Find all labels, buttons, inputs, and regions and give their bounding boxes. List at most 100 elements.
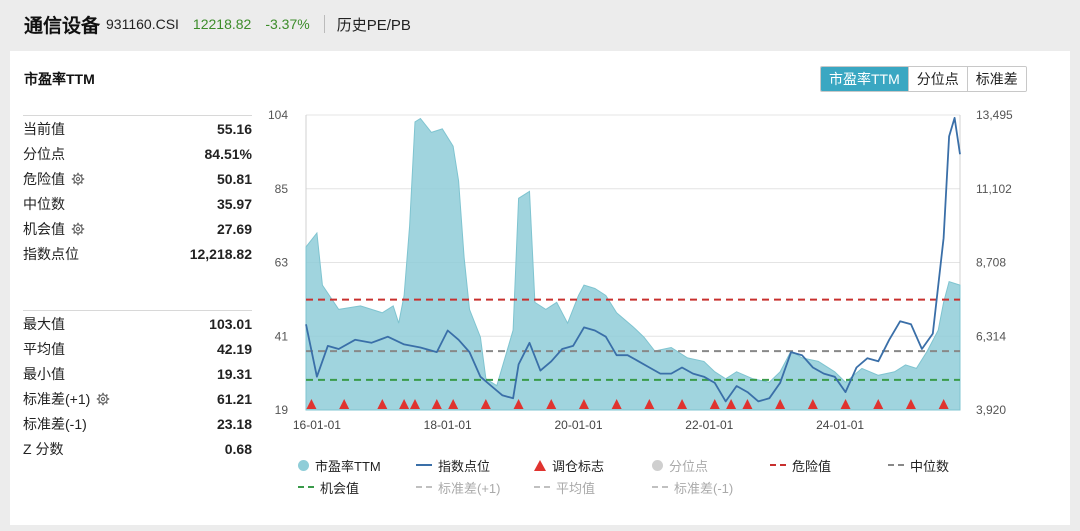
rebalance-marker [840, 399, 851, 409]
legend-swatch [770, 464, 786, 466]
index-name: 通信设备 [24, 15, 101, 37]
legend-item[interactable]: 调仓标志 [534, 456, 652, 475]
stat-label: 标准差(+1) [23, 390, 91, 407]
legend-swatch [534, 459, 546, 471]
legend-item[interactable]: 标准差(-1) [652, 478, 770, 497]
rebalance-marker [709, 399, 720, 409]
stat-label: 分位点 [23, 145, 65, 162]
stat-label: 最小值 [23, 365, 65, 382]
stat-row-median: 中位数 35.97 [23, 191, 252, 216]
legend-label: 调仓标志 [552, 458, 605, 474]
legend-label: 标准差(+1) [438, 480, 501, 496]
stat-value: 0.68 [224, 440, 252, 457]
stat-value: 84.51% [204, 145, 252, 162]
stat-row-std-minus: 标准差(-1) 23.18 [23, 411, 252, 436]
stat-row-max: 最大值 103.01 [23, 311, 252, 336]
stat-value: 55.16 [216, 120, 252, 137]
legend-label: 标准差(-1) [674, 480, 734, 496]
legend-swatch [652, 459, 663, 471]
rebalance-marker [339, 399, 350, 409]
stat-label: 最大值 [23, 315, 65, 332]
rebalance-marker [611, 399, 622, 409]
legend-row: 机会值 标准差(+1) 平均值 标准差(-1) [298, 476, 1068, 498]
y-right-tick: 3,920 [976, 403, 1006, 417]
y-left-tick: 104 [268, 108, 288, 122]
y-left-tick: 85 [275, 182, 289, 196]
rebalance-marker [546, 399, 557, 409]
rebalance-marker [513, 399, 524, 409]
stat-row-opportunity: 机会值 27.69 [23, 216, 252, 241]
stat-value: 12,218.82 [189, 245, 252, 262]
stat-value: 19.31 [216, 365, 252, 382]
y-right-tick: 6,314 [976, 329, 1006, 343]
tab-std-dev[interactable]: 标准差 [966, 67, 1026, 91]
x-tick: 22-01-01 [685, 418, 733, 432]
legend-label: 平均值 [556, 480, 596, 496]
stats-current: 当前值 55.16 分位点 84.51% 危险值 50.81 中位数 35.97… [23, 115, 252, 266]
stat-label-wrap: 标准差(+1) [23, 389, 110, 409]
index-change: -3.37% [265, 16, 310, 32]
y-left-tick: 19 [275, 403, 289, 417]
history-pe-pb-link[interactable]: 历史PE/PB [336, 16, 411, 34]
stat-value: 103.01 [209, 315, 252, 332]
x-tick: 20-01-01 [554, 418, 602, 432]
legend-item[interactable]: 机会值 [298, 478, 416, 497]
panel-title: 市盈率TTM [24, 71, 95, 87]
legend-item[interactable]: 标准差(+1) [416, 478, 534, 497]
legend-item[interactable]: 中位数 [888, 456, 1006, 475]
stat-value: 61.21 [216, 390, 252, 407]
legend-item[interactable]: 分位点 [652, 456, 770, 475]
legend-label: 市盈率TTM [315, 458, 381, 474]
stats-distribution: 最大值 103.01 平均值 42.19 最小值 19.31 标准差(+1) 6… [23, 310, 252, 461]
rebalance-marker [742, 399, 753, 409]
stat-label: 标准差(-1) [23, 415, 87, 432]
stat-value: 50.81 [216, 170, 252, 187]
stat-label-wrap: 危险值 [23, 169, 85, 189]
stat-row-percentile: 分位点 84.51% [23, 141, 252, 166]
y-right-tick: 8,708 [976, 256, 1006, 270]
gear-icon[interactable] [71, 222, 85, 236]
legend-item[interactable]: 危险值 [770, 456, 888, 475]
stat-value: 27.69 [216, 220, 252, 237]
rebalance-marker [306, 399, 317, 409]
rebalance-marker [726, 399, 737, 409]
rebalance-marker [480, 399, 491, 409]
y-left-tick: 63 [275, 256, 289, 270]
index-line [305, 117, 961, 403]
rebalance-marker [677, 399, 688, 409]
rebalance-marker [938, 399, 949, 409]
tab-pe-ttm[interactable]: 市盈率TTM [821, 67, 908, 91]
y-right-tick: 11,102 [976, 182, 1012, 196]
legend-label: 危险值 [792, 458, 832, 474]
rebalance-marker [873, 399, 884, 409]
stat-label: Z 分数 [23, 440, 64, 457]
y-right-tick: 13,495 [976, 108, 1013, 122]
legend-swatch [888, 464, 904, 466]
page-header: 通信设备 931160.CSI 12218.82 -3.37% 历史PE/PB [0, 0, 1080, 48]
gear-icon[interactable] [71, 172, 85, 186]
pe-chart: 104 85 63 41 19 13,495 11,102 8,708 6,314 3,920 16… [268, 108, 1013, 432]
stat-label: 危险值 [23, 170, 65, 187]
tab-percentile[interactable]: 分位点 [907, 67, 967, 91]
legend-item[interactable]: 平均值 [534, 478, 652, 497]
stat-label-wrap: 机会值 [23, 219, 85, 239]
legend-item[interactable]: 指数点位 [416, 456, 534, 475]
index-code: 931160.CSI [106, 16, 179, 32]
stat-value: 42.19 [216, 340, 252, 357]
legend-swatch [652, 486, 668, 488]
stat-row-z-score: Z 分数 0.68 [23, 436, 252, 461]
legend-item[interactable]: 市盈率TTM [298, 456, 416, 475]
rebalance-marker [410, 399, 420, 409]
stat-row-min: 最小值 19.31 [23, 361, 252, 386]
header-divider [323, 15, 325, 33]
chart-legend: 市盈率TTM 指数点位 调仓标志 分位点 危险值 中位数 机会值 标准差(+1) 平均值 标准差… [298, 454, 1068, 498]
stat-value: 23.18 [216, 415, 252, 432]
stat-row-index-level: 指数点位 12,218.82 [23, 241, 252, 266]
stat-label: 指数点位 [23, 245, 79, 262]
x-tick: 18-01-01 [424, 418, 472, 432]
legend-swatch [298, 459, 309, 471]
rebalance-marker [807, 399, 818, 409]
gear-icon[interactable] [96, 392, 110, 406]
rebalance-marker [448, 399, 459, 409]
stat-label: 中位数 [23, 195, 65, 212]
